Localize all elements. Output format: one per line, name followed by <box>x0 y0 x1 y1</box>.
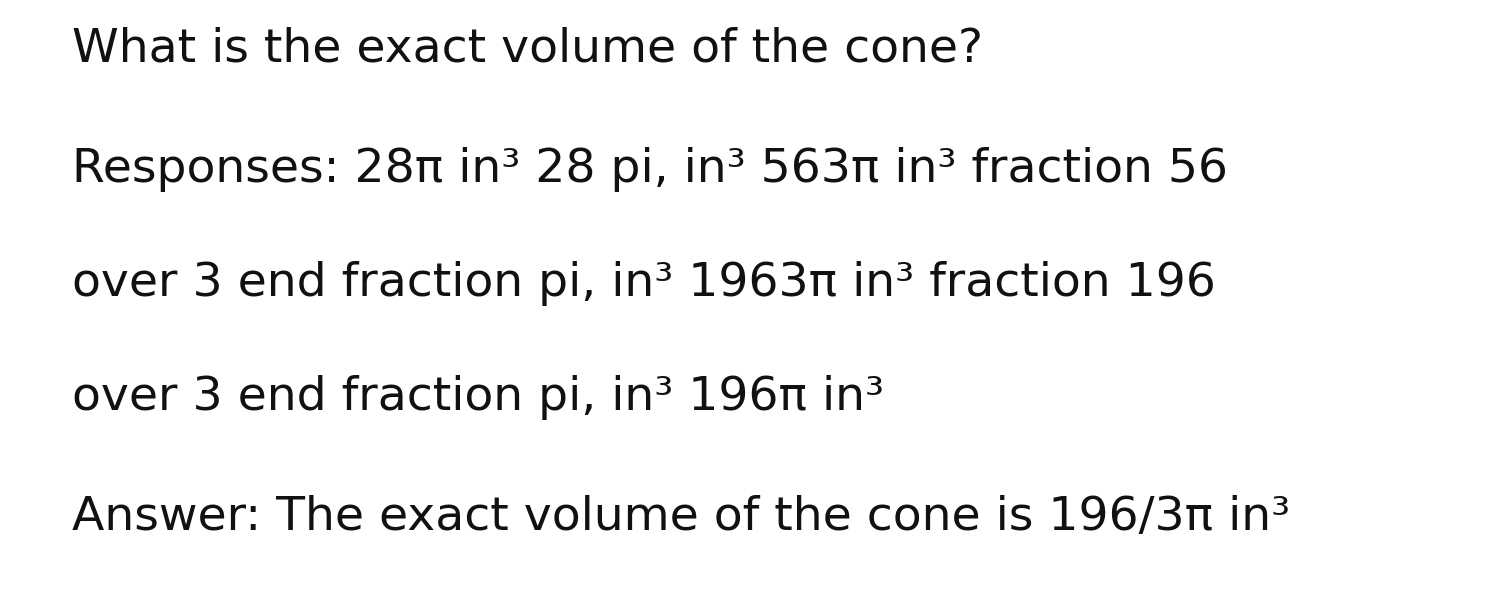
Text: Responses: 28π in³ 28 pi, in³ 563π in³ fraction 56: Responses: 28π in³ 28 pi, in³ 563π in³ f… <box>72 147 1228 192</box>
Text: over 3 end fraction pi, in³ 1963π in³ fraction 196: over 3 end fraction pi, in³ 1963π in³ fr… <box>72 261 1216 306</box>
Text: Answer: The exact volume of the cone is 196/3π in³: Answer: The exact volume of the cone is … <box>72 495 1290 540</box>
Text: over 3 end fraction pi, in³ 196π in³: over 3 end fraction pi, in³ 196π in³ <box>72 375 883 420</box>
Text: What is the exact volume of the cone?: What is the exact volume of the cone? <box>72 27 982 72</box>
